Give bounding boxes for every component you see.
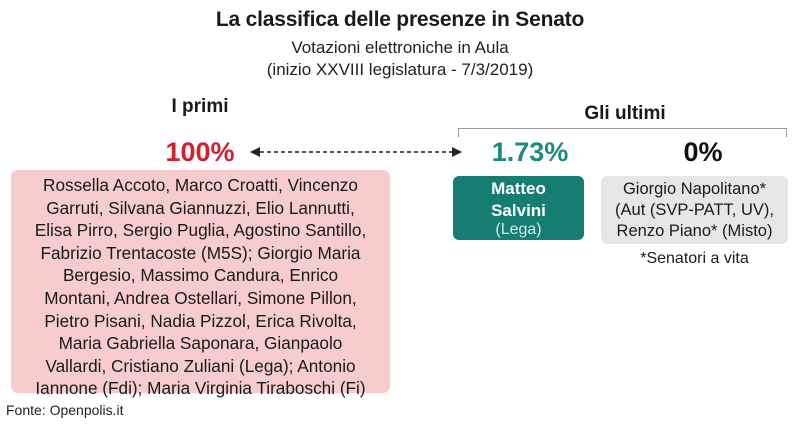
subtitle-line-1: Votazioni elettroniche in Aula [291,38,509,57]
first-names-list: Rossella Accoto, Marco Croatti, Vincenzo… [11,174,390,400]
salvini-percent: 1.73% [491,137,569,167]
salvini-name-line-2: Salvini [491,201,546,220]
name-line: Rossella Accoto, Marco Croatti, Vincenzo [43,175,358,195]
name-line: Giorgio Napolitano* [622,180,767,198]
name-line: Vallardi, Cristiano Zuliani (Lega); Anto… [45,355,356,376]
first-percent: 100% [165,137,235,167]
name-line: Montani, Andrea Ostellari, Simone Pillon… [44,287,357,308]
zero-percent: 0% [683,137,723,167]
first-heading: I primi [171,96,229,117]
first-names-box [11,170,390,393]
chart-title: La classifica delle presenze in Senato [215,8,585,31]
salvini-party: (Lega) [495,221,542,238]
name-line: Pietro Pisani, Nadia Pizzol, Erica Rivol… [44,310,357,331]
zero-names-box [601,176,788,244]
zero-names-list: Giorgio Napolitano* (Aut (SVP-PATT, UV),… [601,179,788,242]
name-line: Fabrizio Trentacoste (M5S); Giorgio Mari… [40,242,361,263]
name-line: Elisa Pirro, Sergio Puglia, Agostino San… [34,220,367,241]
last-heading: Gli ultimi [584,103,666,124]
last-group-bracket [458,128,787,137]
name-line: Renzo Piano* (Misto) [616,222,773,240]
name-line: Maria Gabriella Saponara, Gianpaolo [58,333,343,354]
source-credit: Fonte: Openpolis.it [6,402,124,418]
life-senators-footnote: *Senatori a vita [640,250,749,267]
salvini-box: Matteo Salvini (Lega) [453,176,584,240]
name-line: (Aut (SVP-PATT, UV), [615,201,774,219]
name-line: Garruti, Silvana Giannuzzi, Elio Lannutt… [46,197,355,218]
subtitle-line-2: (inizio XXVIII legislatura - 7/3/2019) [266,60,534,79]
salvini-name-line-1: Matteo [491,179,546,198]
name-line: Iannone (Fdi); Maria Virginia Tiraboschi… [35,378,366,399]
name-line: Bergesio, Massimo Candura, Enrico [62,265,339,286]
double-arrow-icon [250,147,462,157]
